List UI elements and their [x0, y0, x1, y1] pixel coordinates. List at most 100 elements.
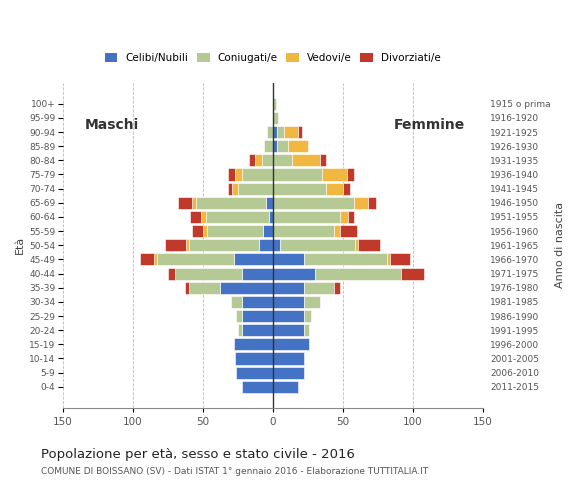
- Bar: [303, 310, 310, 322]
- Bar: [273, 168, 322, 180]
- Bar: [334, 225, 340, 237]
- Bar: [242, 296, 273, 308]
- Bar: [343, 182, 350, 195]
- Bar: [189, 282, 220, 294]
- Bar: [192, 197, 196, 209]
- Bar: [303, 324, 309, 336]
- Bar: [273, 282, 303, 294]
- Bar: [273, 324, 303, 336]
- Bar: [356, 239, 358, 251]
- Bar: [165, 239, 186, 251]
- Bar: [273, 239, 280, 251]
- Bar: [401, 267, 424, 279]
- Bar: [232, 182, 238, 195]
- Bar: [273, 211, 340, 223]
- Bar: [157, 253, 234, 265]
- Bar: [292, 154, 320, 167]
- Bar: [140, 253, 154, 265]
- Bar: [177, 197, 192, 209]
- Bar: [264, 140, 273, 152]
- Bar: [273, 225, 334, 237]
- Bar: [273, 197, 354, 209]
- Legend: Celibi/Nubili, Coniugati/e, Vedovi/e, Divorziati/e: Celibi/Nubili, Coniugati/e, Vedovi/e, Di…: [101, 49, 445, 68]
- Bar: [238, 324, 242, 336]
- Bar: [273, 267, 315, 279]
- Bar: [349, 211, 354, 223]
- Bar: [273, 381, 298, 393]
- Bar: [220, 282, 273, 294]
- Bar: [273, 182, 326, 195]
- Bar: [273, 98, 275, 110]
- Bar: [284, 126, 298, 138]
- Bar: [192, 225, 203, 237]
- Bar: [234, 253, 273, 265]
- Bar: [273, 352, 303, 364]
- Bar: [273, 367, 303, 379]
- Bar: [340, 225, 357, 237]
- Bar: [235, 352, 273, 364]
- Bar: [235, 168, 242, 180]
- Bar: [368, 197, 376, 209]
- Bar: [228, 182, 232, 195]
- Text: COMUNE DI BOISSANO (SV) - Dati ISTAT 1° gennaio 2016 - Elaborazione TUTTITALIA.I: COMUNE DI BOISSANO (SV) - Dati ISTAT 1° …: [41, 467, 428, 476]
- Bar: [390, 253, 410, 265]
- Bar: [231, 296, 242, 308]
- Bar: [255, 154, 262, 167]
- Bar: [237, 310, 242, 322]
- Bar: [207, 225, 263, 237]
- Y-axis label: Anno di nascita: Anno di nascita: [555, 202, 565, 288]
- Bar: [277, 140, 288, 152]
- Text: Maschi: Maschi: [85, 118, 139, 132]
- Bar: [189, 239, 259, 251]
- Bar: [273, 338, 309, 350]
- Bar: [190, 211, 201, 223]
- Bar: [334, 282, 340, 294]
- Bar: [242, 310, 273, 322]
- Bar: [269, 211, 273, 223]
- Text: Popolazione per età, sesso e stato civile - 2016: Popolazione per età, sesso e stato civil…: [41, 448, 354, 461]
- Bar: [267, 126, 273, 138]
- Bar: [262, 154, 273, 167]
- Bar: [266, 197, 273, 209]
- Bar: [347, 168, 354, 180]
- Bar: [203, 225, 207, 237]
- Bar: [206, 211, 269, 223]
- Bar: [242, 267, 273, 279]
- Bar: [273, 253, 303, 265]
- Bar: [184, 282, 189, 294]
- Bar: [303, 296, 320, 308]
- Bar: [238, 182, 273, 195]
- Bar: [303, 253, 387, 265]
- Bar: [315, 267, 401, 279]
- Bar: [237, 367, 273, 379]
- Bar: [273, 112, 278, 124]
- Bar: [273, 154, 292, 167]
- Bar: [320, 154, 326, 167]
- Bar: [201, 211, 206, 223]
- Bar: [242, 324, 273, 336]
- Bar: [387, 253, 390, 265]
- Bar: [303, 282, 334, 294]
- Bar: [242, 168, 273, 180]
- Bar: [228, 168, 235, 180]
- Bar: [263, 225, 273, 237]
- Bar: [273, 296, 303, 308]
- Bar: [196, 197, 266, 209]
- Bar: [273, 126, 277, 138]
- Bar: [354, 197, 368, 209]
- Bar: [186, 239, 189, 251]
- Bar: [298, 126, 302, 138]
- Bar: [273, 140, 277, 152]
- Bar: [168, 267, 175, 279]
- Bar: [249, 154, 255, 167]
- Bar: [280, 239, 356, 251]
- Bar: [326, 182, 343, 195]
- Bar: [358, 239, 380, 251]
- Bar: [277, 126, 284, 138]
- Bar: [322, 168, 347, 180]
- Bar: [175, 267, 242, 279]
- Text: Femmine: Femmine: [394, 118, 465, 132]
- Bar: [288, 140, 308, 152]
- Bar: [273, 310, 303, 322]
- Bar: [259, 239, 273, 251]
